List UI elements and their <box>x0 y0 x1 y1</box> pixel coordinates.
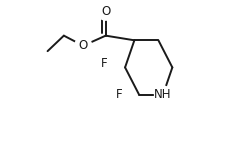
Circle shape <box>74 37 91 54</box>
Circle shape <box>154 86 171 103</box>
Text: F: F <box>100 57 107 70</box>
Circle shape <box>95 55 112 72</box>
Circle shape <box>111 86 128 103</box>
Text: F: F <box>116 88 123 101</box>
Text: O: O <box>101 5 110 18</box>
Text: O: O <box>78 39 87 52</box>
Circle shape <box>97 3 114 20</box>
Text: NH: NH <box>154 88 171 101</box>
